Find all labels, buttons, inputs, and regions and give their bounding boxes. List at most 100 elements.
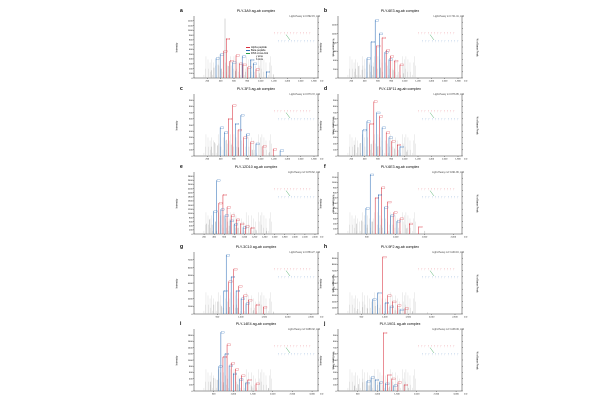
panel-title: PLY-9F2 ag-ab complex (380, 245, 420, 249)
x-tick-label: 1,000 (258, 159, 264, 161)
beta-sequence-residue: ᚩ (300, 118, 301, 121)
x-axis-label: m/z (464, 237, 468, 239)
x-tick-label: 1,000 (393, 237, 399, 239)
alpha-sequence-residue: ᚩ (437, 268, 438, 271)
fragment-label-box (263, 145, 267, 148)
fragment-label-box (245, 225, 250, 228)
x-tick-label: 600 (376, 81, 380, 83)
alpha-sequence-residue: ᚩ (303, 110, 304, 113)
y-tick-label: 400 (333, 60, 337, 62)
panel-letter: j (324, 321, 326, 327)
panel-letter: a (180, 8, 183, 14)
beta-sequence-residue: ᚩ (454, 40, 455, 43)
x-tick-label: 200 (206, 81, 210, 83)
fragment-label-box (256, 142, 260, 145)
alpha-sequence-residue: ᚩ (434, 268, 435, 271)
beta-sequence-residue: ᚩ (432, 353, 433, 356)
alpha-sequence-residue: ᚩ (437, 188, 438, 191)
alpha-sequence-residue: ᚩ (293, 345, 294, 348)
fragment-label-box (392, 300, 397, 303)
x-tick-label: 2,000 (270, 394, 276, 396)
y2-axis-label: % of base Peak (475, 274, 479, 293)
y-tick-label: 9000 (332, 258, 338, 260)
beta-sequence-residue: ᚩ (313, 40, 314, 43)
alpha-sequence-residue: ᚩ (450, 110, 451, 113)
fragment-label-box (367, 380, 371, 383)
fragment-label-box (387, 201, 392, 204)
fragment-label-box (382, 126, 386, 129)
y-tick-label: 1000 (188, 360, 194, 362)
x-tick-label: 2,000 (414, 394, 420, 396)
y-tick-label: 1200 (188, 21, 194, 23)
fragment-label-box (273, 148, 277, 151)
fragment-label-box (223, 290, 228, 292)
x-axis-label: m/z (464, 317, 468, 319)
alpha-sequence-residue: ᚩ (309, 188, 310, 191)
x-tick-label: 400 (212, 237, 216, 239)
y-tick-label: 600 (189, 221, 193, 223)
y-tick-label: 0 (191, 78, 193, 80)
alpha-sequence-residue: ᚩ (300, 32, 301, 35)
y-tick-label: 900 (333, 335, 337, 337)
beta-sequence-residue: ᚩ (422, 118, 423, 121)
fragment-label-box (227, 206, 231, 209)
beta-sequence-residue: ᚩ (451, 353, 452, 356)
y-tick-label: 1000 (188, 213, 194, 215)
alpha-sequence-residue: ᚩ (280, 268, 281, 271)
y-tick-label: 200 (189, 68, 193, 70)
precursor-label: Light-Heavy m/z 854.27, z=4 (289, 251, 321, 254)
fragment-label-box (375, 379, 379, 381)
y-axis-label: Intensity (175, 198, 179, 209)
fragment-label-box (243, 226, 247, 229)
alpha-sequence-residue: ᚩ (418, 32, 419, 35)
x-tick-label: 1,400 (285, 159, 291, 161)
fragment-label-box (373, 100, 378, 103)
alpha-sequence-residue: ᚩ (421, 32, 422, 35)
y-tick-label: 3000 (332, 295, 338, 297)
y-axis-label: Intensity (319, 198, 323, 209)
alpha-sequence-residue: ᚩ (437, 345, 438, 348)
fragment-label-box (372, 298, 377, 301)
spectrum-plot: 0 1000 2000 3000 4000 5000 6000 7000 500 1,000 1,5… (188, 251, 324, 319)
x-tick-label: 1,400 (285, 81, 291, 83)
fragment-label-box (225, 353, 229, 355)
alpha-sequence-residue: ᚩ (290, 110, 291, 113)
fragment-label-box (228, 280, 233, 283)
fragment-label-box (381, 186, 386, 189)
beta-sequence-residue: ᚩ (422, 353, 423, 356)
panel-title: PLY-19G1 ag-ab complex (379, 322, 421, 326)
x-tick-label: 600 (232, 81, 236, 83)
precursor-label: Light-Heavy m/z 892.15, z=4 (289, 15, 321, 18)
fragment-label-box (386, 49, 390, 52)
x-tick-label: 1,800 (455, 81, 461, 83)
alpha-sequence-residue: ᚩ (421, 345, 422, 348)
alpha-sequence-residue: ᚩ (306, 188, 307, 191)
alpha-sequence-residue: ᚩ (277, 188, 278, 191)
precursor-label: Light-Heavy m/z 873.72, z=4 (289, 93, 321, 96)
beta-sequence-residue: ᚩ (297, 118, 298, 121)
fragment-label-box (390, 214, 395, 217)
beta-sequence-residue: ᚩ (300, 40, 301, 43)
x-tick-label: 2,000 (285, 317, 291, 319)
beta-sequence-residue: ᚩ (425, 276, 426, 279)
x-tick-label: 1,500 (422, 237, 428, 239)
y-tick-label: 0 (335, 156, 337, 158)
panel-letter: h (324, 244, 328, 250)
alpha-sequence-residue: ᚩ (293, 32, 294, 35)
y-tick-label: 800 (189, 106, 193, 108)
legend-crosslink: DSS cross-link (246, 52, 268, 55)
x-tick-label: 600 (376, 159, 380, 161)
fragment-label-box (220, 126, 224, 129)
alpha-sequence-residue: ᚩ (431, 268, 432, 271)
fragment-label-box (246, 302, 250, 305)
legend-swatch (246, 49, 250, 51)
alpha-sequence-residue: ᚩ (424, 345, 425, 348)
fragment-label-box (397, 220, 401, 223)
spectrum-panel-h: h PLY-9F2 ag-ab complex Light-Heavy m/z 11… (319, 244, 478, 328)
fragment-label-box (235, 123, 239, 125)
y-tick-label: 5000 (188, 275, 194, 277)
y-tick-label: 5000 (332, 283, 338, 285)
y-axis-label: Intensity (319, 42, 323, 53)
beta-sequence-residue: ᚩ (307, 40, 308, 43)
alpha-sequence-residue: ᚩ (450, 188, 451, 191)
